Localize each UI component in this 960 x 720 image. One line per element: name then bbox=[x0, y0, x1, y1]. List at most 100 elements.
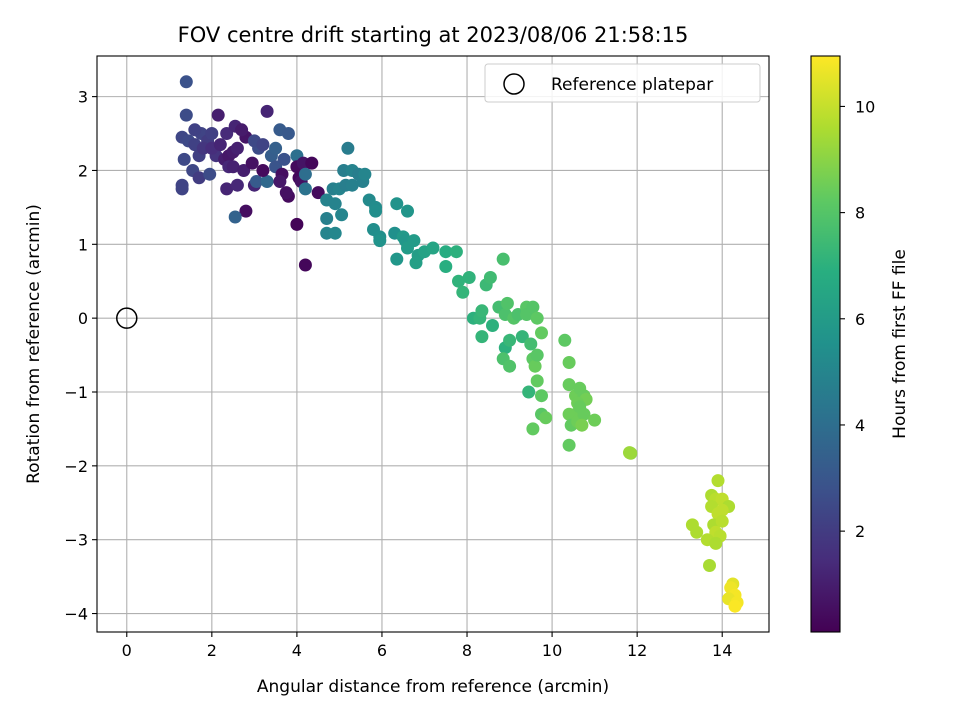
data-point bbox=[269, 141, 283, 155]
data-point bbox=[260, 175, 274, 188]
data-point bbox=[298, 182, 312, 196]
x-tick-label: 2 bbox=[207, 641, 217, 660]
y-tick-label: 3 bbox=[78, 88, 88, 107]
data-point bbox=[341, 141, 355, 155]
colorbar: 2 4 6 8 10 Hours from first FF file bbox=[810, 55, 910, 633]
colorbar-tick-label: 2 bbox=[855, 522, 865, 541]
data-point bbox=[439, 260, 453, 273]
data-point bbox=[690, 525, 704, 539]
data-point bbox=[220, 182, 234, 196]
data-point bbox=[237, 164, 251, 177]
data-point bbox=[496, 252, 510, 266]
data-point bbox=[179, 108, 193, 122]
y-tick-label: −3 bbox=[64, 531, 88, 550]
colorbar-gradient bbox=[810, 55, 841, 633]
legend: Reference platepar bbox=[484, 63, 761, 103]
data-point bbox=[715, 514, 729, 528]
data-point bbox=[558, 333, 572, 347]
data-point bbox=[526, 422, 540, 436]
data-point bbox=[475, 330, 489, 344]
data-point bbox=[230, 178, 244, 192]
data-point bbox=[226, 160, 240, 174]
data-point bbox=[575, 418, 589, 432]
data-point bbox=[715, 503, 729, 517]
data-point bbox=[515, 330, 529, 344]
data-point bbox=[530, 348, 544, 362]
data-point bbox=[530, 311, 544, 325]
data-point bbox=[475, 304, 489, 318]
data-point bbox=[192, 171, 206, 185]
x-tick-label: 0 bbox=[122, 641, 132, 660]
plot-frame bbox=[96, 55, 770, 633]
data-point bbox=[345, 178, 359, 192]
data-point bbox=[486, 319, 499, 332]
data-points bbox=[175, 75, 744, 613]
data-point bbox=[220, 127, 234, 140]
chart-title: FOV centre drift starting at 2023/08/06 … bbox=[178, 23, 689, 47]
data-point bbox=[503, 359, 517, 373]
data-point bbox=[211, 108, 225, 122]
data-point bbox=[260, 104, 274, 118]
data-point bbox=[530, 374, 544, 388]
y-tick-label: 1 bbox=[78, 235, 88, 254]
data-point bbox=[539, 411, 553, 425]
data-point bbox=[335, 208, 349, 222]
data-point bbox=[577, 407, 591, 421]
data-point bbox=[177, 152, 191, 166]
data-point bbox=[205, 127, 219, 140]
data-point bbox=[281, 127, 295, 140]
colorbar-tick-label: 4 bbox=[855, 416, 865, 435]
data-point bbox=[235, 123, 249, 137]
data-point bbox=[535, 326, 548, 340]
x-tick-label: 14 bbox=[712, 641, 732, 660]
y-axis-label: Rotation from reference (arcmin) bbox=[24, 204, 44, 484]
data-point bbox=[703, 559, 716, 572]
data-point bbox=[298, 167, 312, 181]
data-point bbox=[245, 156, 259, 170]
data-point bbox=[290, 217, 304, 231]
data-point bbox=[358, 167, 372, 181]
data-point bbox=[279, 186, 293, 200]
data-point bbox=[256, 164, 270, 177]
colorbar-tick-label: 10 bbox=[855, 97, 875, 116]
data-point bbox=[390, 252, 404, 266]
data-point bbox=[407, 234, 421, 248]
colorbar-tick-label: 6 bbox=[855, 310, 865, 329]
data-point bbox=[203, 167, 217, 181]
data-point bbox=[179, 75, 193, 89]
data-point bbox=[526, 300, 540, 314]
data-point bbox=[503, 333, 517, 347]
legend-marker bbox=[503, 73, 525, 95]
x-tick-label: 6 bbox=[377, 641, 387, 660]
y-tick-label: −1 bbox=[64, 383, 88, 402]
data-point bbox=[373, 234, 387, 248]
data-point bbox=[230, 141, 244, 155]
x-tick-label: 8 bbox=[462, 641, 472, 660]
data-point bbox=[369, 204, 383, 218]
data-point bbox=[439, 245, 453, 259]
y-tick-label: 0 bbox=[78, 309, 88, 328]
data-point bbox=[562, 407, 576, 421]
data-point bbox=[562, 438, 576, 452]
data-point bbox=[328, 226, 342, 240]
data-point bbox=[426, 241, 440, 255]
colorbar-ticks: 2 4 6 8 10 bbox=[840, 97, 875, 541]
data-point bbox=[390, 197, 404, 211]
data-point bbox=[711, 474, 725, 488]
data-point bbox=[401, 204, 414, 218]
data-point bbox=[524, 337, 538, 351]
data-point bbox=[483, 271, 497, 284]
data-point bbox=[535, 389, 548, 403]
data-point bbox=[305, 156, 319, 170]
data-point bbox=[256, 138, 270, 152]
data-point bbox=[452, 274, 465, 288]
x-tick-label: 4 bbox=[292, 641, 302, 660]
x-axis: 0 2 4 6 8 10 12 14 bbox=[122, 632, 732, 660]
data-point bbox=[298, 258, 312, 272]
legend-label: Reference platepar bbox=[551, 75, 713, 95]
data-point bbox=[456, 285, 470, 299]
data-point bbox=[562, 356, 576, 369]
data-point bbox=[328, 197, 342, 211]
